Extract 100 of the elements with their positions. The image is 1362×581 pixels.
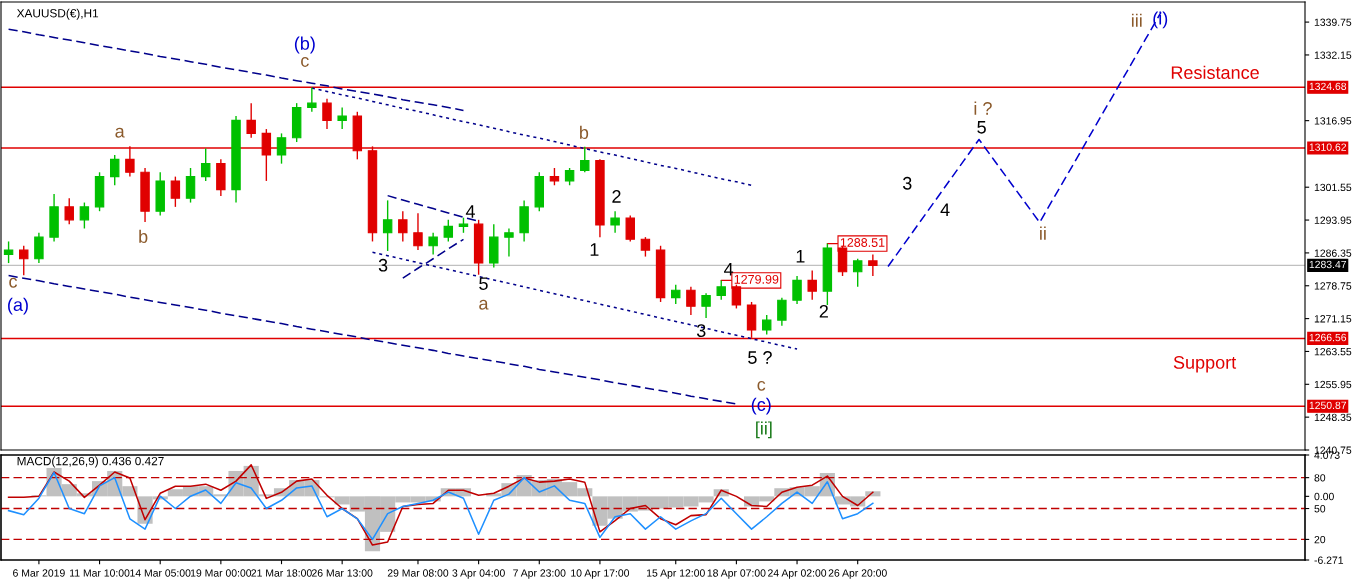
candlestick bbox=[382, 199, 393, 252]
candlestick bbox=[640, 236, 651, 258]
y2-tick-label: 20 bbox=[1314, 535, 1326, 544]
text: XAUUSD(€),H1 bbox=[16, 8, 99, 20]
y-tick-label: 1301.55 bbox=[1314, 183, 1352, 192]
ref-line-label: 1283.47 bbox=[1309, 260, 1347, 269]
x-tick-label: 18 Apr 07:00 bbox=[707, 569, 766, 579]
annotation: 5 bbox=[479, 277, 488, 290]
x-tick-label: 24 Apr 02:00 bbox=[768, 569, 827, 579]
candlestick bbox=[79, 201, 90, 230]
annotation: b bbox=[580, 125, 589, 140]
y-tick-label: 1255.95 bbox=[1314, 380, 1352, 389]
annotation: 5 bbox=[977, 121, 986, 134]
candlestick bbox=[852, 258, 863, 288]
candlestick bbox=[170, 175, 181, 208]
annotation: a bbox=[115, 127, 125, 138]
y2-tick-label: 50 bbox=[1314, 505, 1326, 513]
ref-line-label: 1250.87 bbox=[1309, 401, 1347, 410]
candlestick bbox=[337, 106, 347, 130]
candlestick bbox=[610, 210, 620, 234]
candlestick bbox=[777, 296, 787, 327]
annotation: 5 ? bbox=[748, 351, 772, 364]
annotation: [ii] bbox=[756, 421, 772, 439]
x-tick-label: 10 Apr 17:00 bbox=[571, 569, 630, 579]
candlestick bbox=[3, 240, 14, 264]
candlestick bbox=[398, 210, 408, 243]
annotation: b bbox=[139, 229, 148, 243]
text: 1279.99 bbox=[734, 274, 779, 284]
annotation: (b) bbox=[294, 36, 315, 54]
annotation: 3 bbox=[696, 324, 706, 338]
candlestick bbox=[185, 167, 196, 204]
candlestick bbox=[443, 219, 454, 243]
annotation: 4 bbox=[724, 263, 734, 276]
annotation: c bbox=[301, 56, 309, 67]
ref-line-label: 1324.68 bbox=[1309, 82, 1347, 91]
annotation: 1 bbox=[796, 250, 805, 263]
candlestick bbox=[686, 286, 696, 316]
x-tick-label: 15 Apr 12:00 bbox=[647, 569, 705, 579]
candlestick bbox=[322, 98, 332, 130]
y-tick-label: 1316.95 bbox=[1314, 117, 1352, 125]
candlestick bbox=[19, 245, 29, 276]
annotation: c bbox=[9, 277, 18, 288]
annotation: (a) bbox=[8, 297, 28, 315]
candlestick bbox=[307, 86, 317, 113]
annotation: c bbox=[757, 380, 766, 391]
y2-tick-label: 80 bbox=[1314, 474, 1326, 482]
x-tick-label: 11 Mar 10:00 bbox=[70, 569, 130, 577]
y-tick-label: 1271.15 bbox=[1314, 315, 1352, 323]
annotation: (i) bbox=[1153, 11, 1168, 29]
candlestick bbox=[413, 212, 423, 251]
text: 1288.51 bbox=[840, 238, 885, 247]
candlestick bbox=[428, 232, 438, 256]
candlestick bbox=[716, 279, 726, 301]
line-series bbox=[311, 87, 753, 187]
annotation: 4 bbox=[940, 203, 950, 216]
x-tick-label: 3 Apr 04:00 bbox=[452, 569, 505, 579]
x-tick-label: 21 Mar 18:00 bbox=[251, 569, 312, 577]
candlestick bbox=[761, 314, 772, 336]
y-tick-label: 1339.75 bbox=[1314, 18, 1352, 26]
line-series bbox=[7, 28, 465, 112]
x-tick-label: 26 Apr 20:00 bbox=[828, 569, 887, 579]
x-tick-label: 6 Mar 2019 bbox=[13, 569, 65, 577]
y-tick-label: 0.00 bbox=[1314, 492, 1334, 501]
annotation: a bbox=[479, 299, 489, 310]
x-tick-label: 29 Mar 08:00 bbox=[387, 569, 449, 577]
x-tick-label: 14 Mar 05:00 bbox=[130, 569, 191, 577]
candlestick bbox=[671, 283, 681, 305]
candlestick bbox=[868, 253, 878, 277]
annotation: Support bbox=[1173, 356, 1237, 373]
x-tick-label: 26 Mar 13:00 bbox=[312, 569, 373, 577]
ref-line-label: 1266.56 bbox=[1309, 333, 1347, 342]
chart-title: MACD(12,26,9) 0.436 0.427 bbox=[17, 456, 164, 468]
y-tick-label: 1293.95 bbox=[1314, 216, 1352, 224]
y-tick-label: 1286.35 bbox=[1314, 249, 1352, 257]
x-tick-label: 7 Apr 23:00 bbox=[513, 569, 566, 579]
candlestick bbox=[701, 292, 711, 319]
annotation: 4 bbox=[465, 205, 475, 218]
ref-line-label: 1310.62 bbox=[1309, 143, 1347, 151]
candlestick bbox=[64, 197, 74, 225]
candlestick bbox=[625, 214, 635, 243]
annotation: 3 bbox=[902, 176, 912, 190]
annotation: 2 bbox=[612, 190, 621, 203]
y-tick-label: 1278.75 bbox=[1314, 282, 1352, 290]
candlestick bbox=[504, 227, 514, 258]
y-tick-label: -6.271 bbox=[1314, 556, 1344, 564]
candlestick bbox=[807, 269, 817, 301]
annotation: 2 bbox=[819, 304, 828, 318]
candlestick bbox=[580, 146, 590, 173]
candlestick bbox=[246, 102, 256, 139]
y-tick-label: 1263.55 bbox=[1314, 347, 1352, 356]
y-tick-label: 1332.15 bbox=[1314, 51, 1352, 59]
annotation: Resistance bbox=[1171, 65, 1259, 79]
x-tick-label: 19 Mar 00:00 bbox=[190, 569, 252, 577]
candlestick bbox=[109, 154, 120, 186]
y-tick-label: 1248.35 bbox=[1314, 413, 1352, 422]
candlestick bbox=[792, 275, 802, 305]
annotation: 1 bbox=[590, 243, 599, 256]
annotation: iii bbox=[1131, 13, 1142, 27]
candlestick bbox=[200, 147, 211, 182]
annotation: 3 bbox=[378, 258, 388, 272]
